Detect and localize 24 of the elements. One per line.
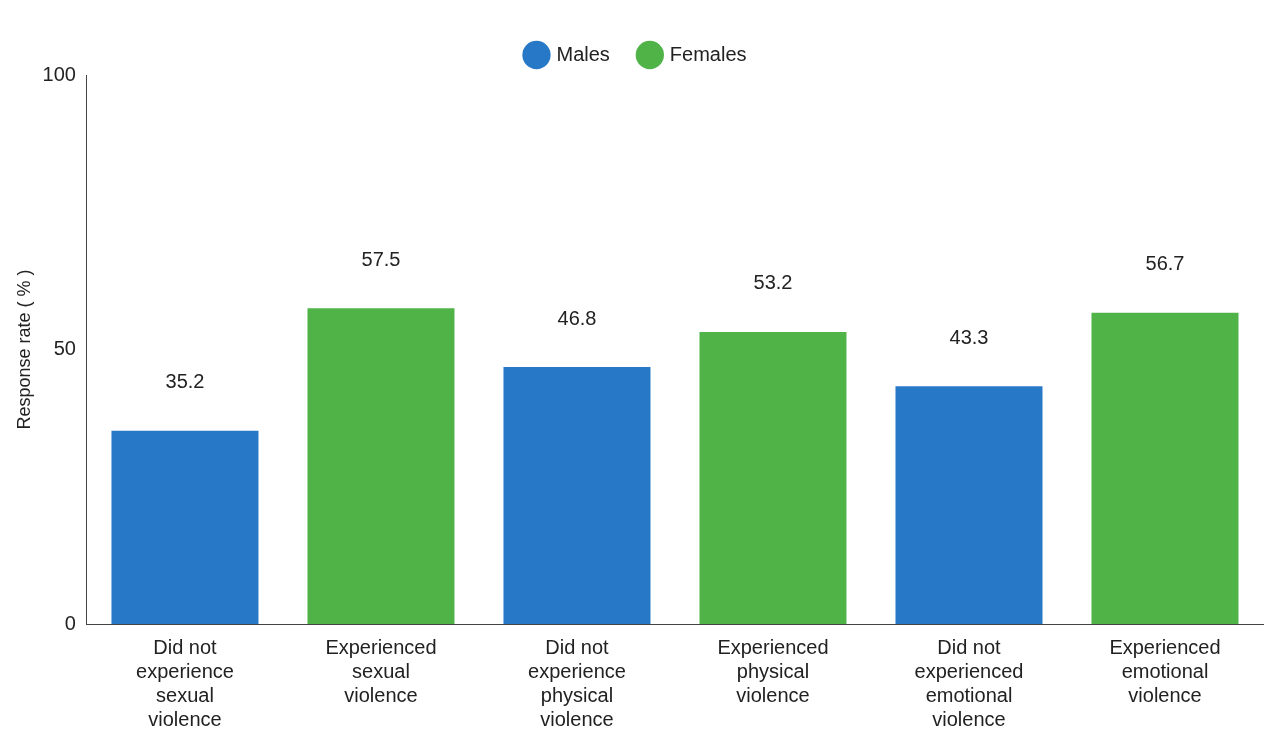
data-label: 53.2 — [753, 271, 793, 294]
data-label: 43.3 — [949, 325, 989, 348]
y-tick-label: 0 — [64, 611, 76, 634]
y-tick-label: 100 — [42, 62, 76, 85]
data-label: 35.2 — [165, 370, 205, 393]
x-tick-label: Did not experience physical violence — [528, 635, 626, 730]
data-label: 46.8 — [557, 306, 597, 329]
bar — [503, 367, 651, 624]
bar — [111, 430, 259, 624]
bar — [895, 386, 1043, 624]
y-tick-label: 50 — [53, 337, 76, 360]
x-tick-label: Experienced emotional violence — [1109, 635, 1221, 706]
legend-label: Males — [556, 42, 610, 65]
bar — [307, 308, 455, 624]
bar — [699, 331, 847, 624]
data-label: 56.7 — [1145, 252, 1185, 275]
x-tick-label: Did not experience sexual violence — [136, 635, 234, 730]
x-tick-label: Experienced sexual violence — [325, 635, 437, 706]
data-label: 57.5 — [361, 247, 401, 270]
legend-label: Females — [669, 42, 747, 65]
y-axis-title: Response rate ( % ) — [13, 269, 34, 430]
x-tick-label: Did not experienced emotional violence — [914, 635, 1024, 730]
bar — [1091, 312, 1239, 624]
x-tick-label: Experienced physical violence — [717, 635, 829, 706]
